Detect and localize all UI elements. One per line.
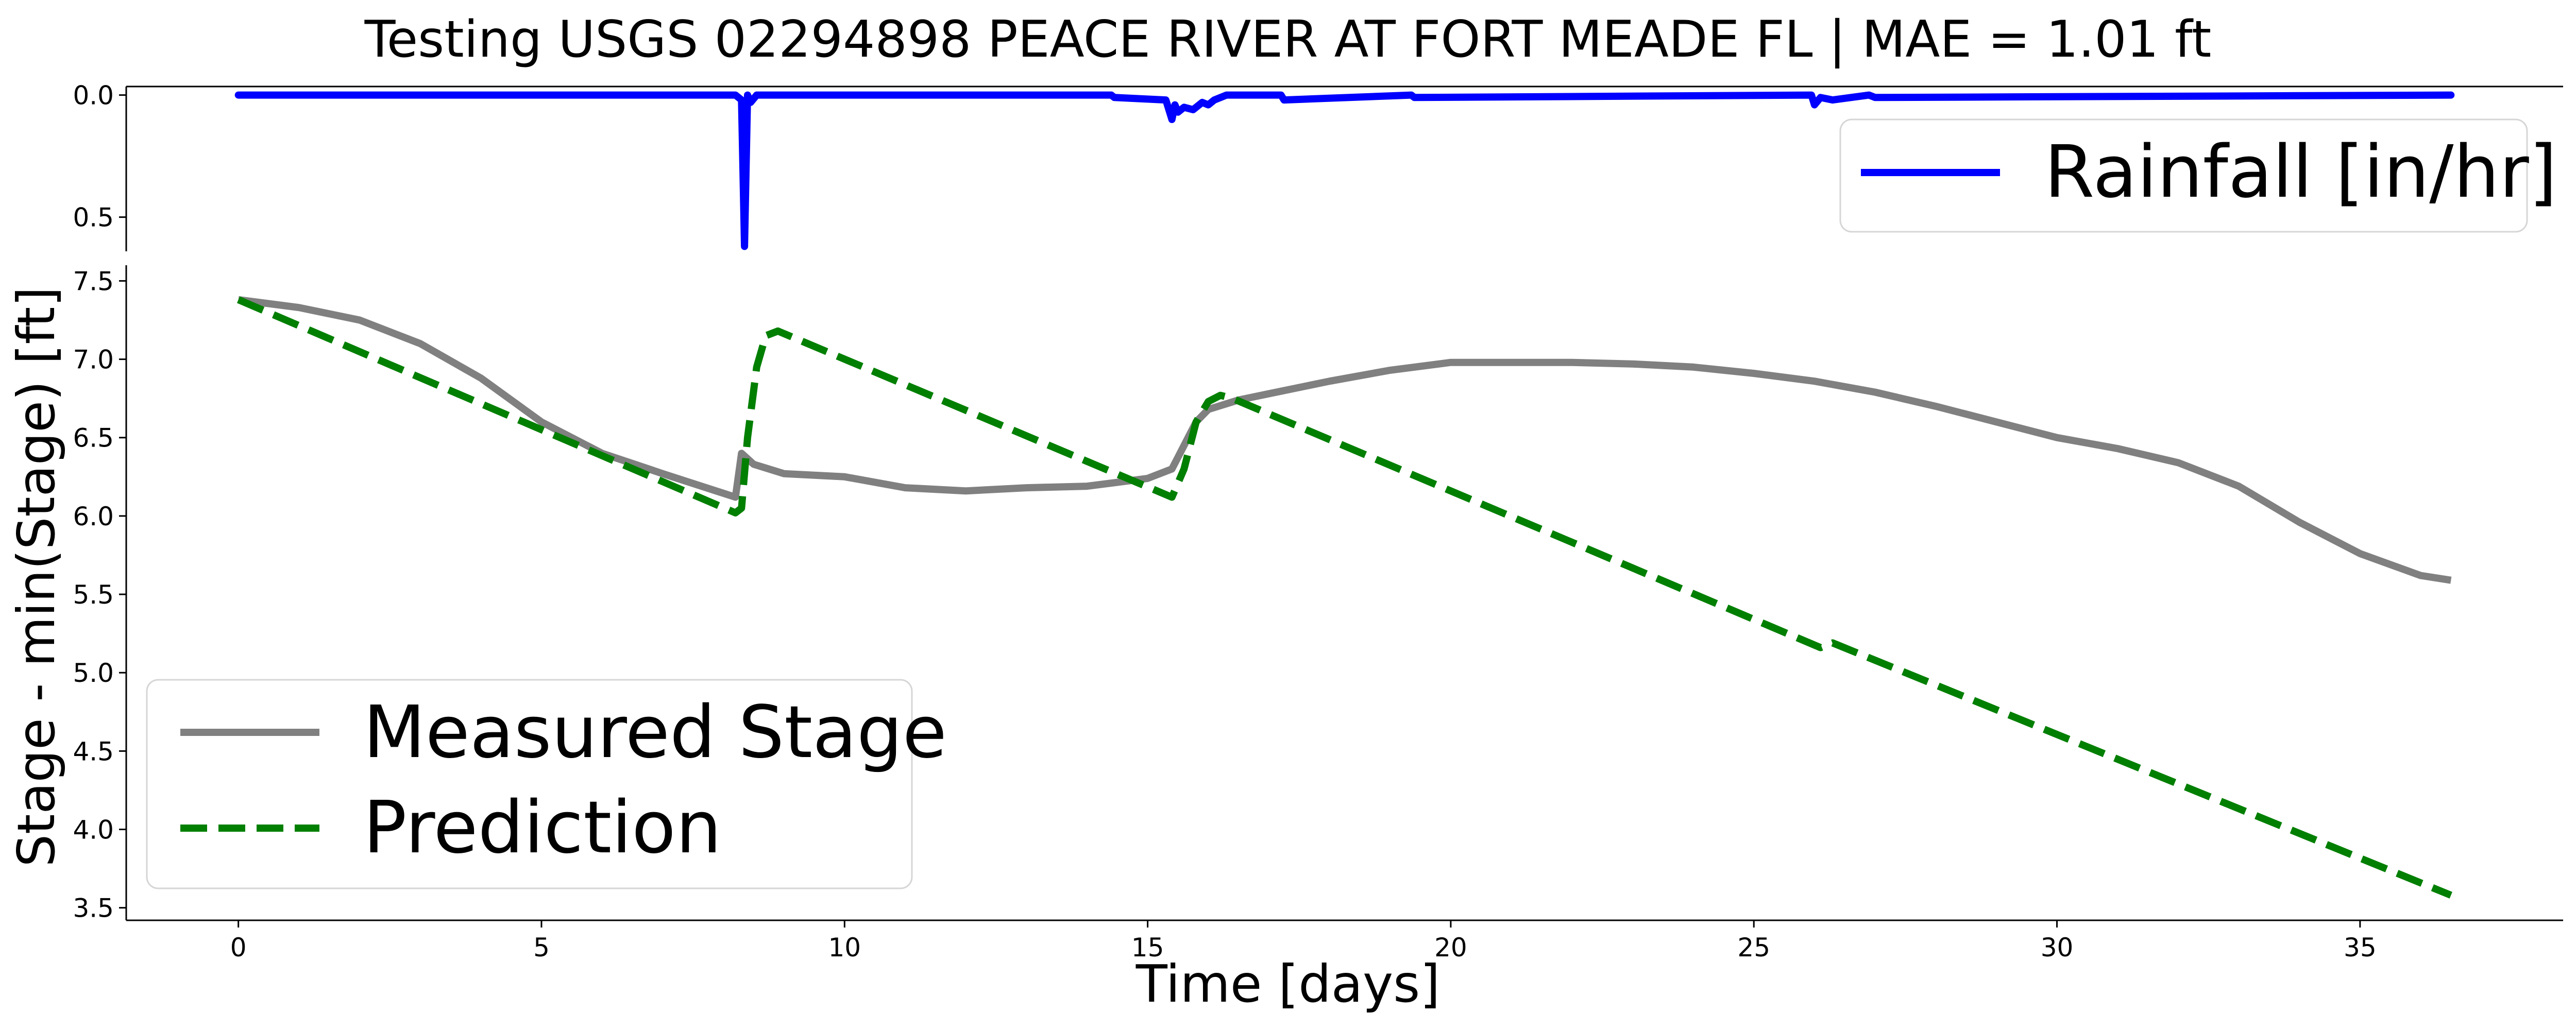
stage-y-tick-label: 3.5	[73, 894, 114, 923]
stage-x-tick-label: 10	[828, 933, 861, 963]
stage-legend: Measured Stage Prediction	[146, 679, 947, 889]
stage-x-ticks: 0 5 10 15 20 25 30 35	[230, 920, 2377, 963]
stage-panel: 3.5 4.0 4.5 5.0 5.5 6.0 6.5 7.0 7.5 0 5 10 15 20 25 30…	[6, 265, 2563, 1014]
stage-x-tick-label: 35	[2344, 933, 2377, 963]
measured-stage-legend-label: Measured Stage	[363, 691, 947, 775]
stage-y-tick-label: 6.5	[73, 423, 114, 453]
prediction-legend-label: Prediction	[363, 786, 722, 870]
stage-y-tick-label: 7.0	[73, 345, 114, 375]
rainfall-y-tick-label: 0.0	[73, 81, 114, 111]
stage-legend-box	[146, 679, 913, 889]
rainfall-legend-box	[1839, 118, 2528, 233]
stage-x-tick-label: 0	[230, 933, 247, 963]
rainfall-legend-label: Rainfall [in/hr]	[2044, 130, 2557, 214]
rainfall-y-tick-label: 0.5	[73, 203, 114, 233]
x-axis-label: Time [days]	[1136, 954, 1440, 1014]
measured-stage-line	[238, 296, 2452, 584]
stage-y-tick-label: 4.0	[73, 815, 114, 845]
chart-title: Testing USGS 02294898 PEACE RIVER AT FOR…	[364, 10, 2212, 69]
stage-x-tick-label: 20	[1434, 933, 1467, 963]
stage-y-tick-label: 7.5	[73, 266, 114, 296]
stage-x-tick-label: 5	[533, 933, 550, 963]
stage-x-tick-label: 30	[2041, 933, 2074, 963]
stage-x-tick-label: 15	[1131, 933, 1164, 963]
rainfall-panel: 0.0 0.5 Rainfall [in/hr]	[73, 81, 2563, 251]
rainfall-line	[234, 91, 2455, 250]
stage-x-tick-label: 25	[1737, 933, 1770, 963]
rainfall-y-ticks: 0.0 0.5	[73, 81, 126, 233]
stage-y-tick-label: 5.0	[73, 658, 114, 688]
rainfall-legend: Rainfall [in/hr]	[1839, 118, 2557, 233]
stage-y-tick-label: 5.5	[73, 580, 114, 610]
stage-y-tick-label: 4.5	[73, 736, 114, 766]
prediction-line	[236, 296, 2452, 899]
y-axis-label: Stage - min(Stage) [ft]	[6, 287, 66, 867]
rainfall-series	[234, 91, 2455, 250]
stage-series	[236, 296, 2452, 899]
stage-y-tick-label: 6.0	[73, 502, 114, 531]
stage-y-ticks: 3.5 4.0 4.5 5.0 5.5 6.0 6.5 7.0 7.5	[73, 266, 126, 923]
